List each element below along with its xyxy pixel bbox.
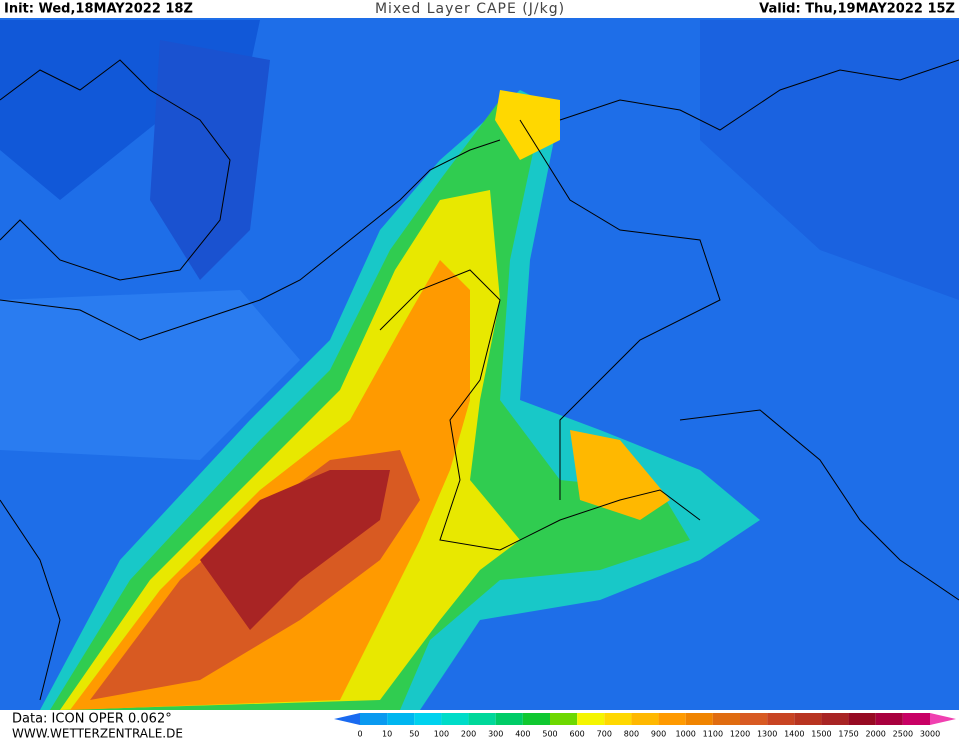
scale-label: 1000 <box>676 730 696 739</box>
scale-label: 1300 <box>757 730 777 739</box>
scale-label: 1100 <box>703 730 723 739</box>
scale-segment <box>522 713 550 725</box>
scale-segment <box>360 713 388 725</box>
scale-label: 2500 <box>893 730 913 739</box>
map-title: Mixed Layer CAPE (J/kg) <box>375 1 565 17</box>
init-time: Init: Wed,18MAY2022 18Z <box>4 2 193 17</box>
scale-segment <box>441 713 469 725</box>
scale-label: 0 <box>357 730 362 739</box>
scale-label: 400 <box>515 730 530 739</box>
color-scale: 0 10 50 100 200 300 400 500 600 700 800 900 1000 1100… <box>334 713 956 739</box>
scale-segment <box>495 713 523 725</box>
scale-segment <box>875 713 903 725</box>
scale-segment <box>767 713 795 725</box>
scale-label: 50 <box>409 730 419 739</box>
scale-segment <box>821 713 849 725</box>
scale-segment <box>577 713 605 725</box>
scale-segment <box>740 713 768 725</box>
over-arrow <box>930 713 956 725</box>
scale-label: 300 <box>488 730 503 739</box>
scale-label: 900 <box>651 730 666 739</box>
scale-segment <box>658 713 686 725</box>
valid-time: Valid: Thu,19MAY2022 15Z <box>759 2 955 17</box>
data-source: Data: ICON OPER 0.062° <box>12 712 172 727</box>
scale-segment <box>468 713 496 725</box>
scale-label: 100 <box>434 730 449 739</box>
scale-label: 3000 <box>920 730 940 739</box>
scale-segment <box>848 713 876 725</box>
scale-segment <box>902 713 930 725</box>
scale-label: 2000 <box>866 730 886 739</box>
scale-label: 700 <box>597 730 612 739</box>
scale-label: 200 <box>461 730 476 739</box>
scale-segment <box>414 713 442 725</box>
scale-label: 1750 <box>838 730 858 739</box>
scale-segment <box>550 713 578 725</box>
scale-segment <box>604 713 632 725</box>
scale-label: 1500 <box>811 730 831 739</box>
scale-segment <box>794 713 822 725</box>
scale-label: 800 <box>624 730 639 739</box>
scale-segment <box>712 713 740 725</box>
site-name: WWW.WETTERZENTRALE.DE <box>12 727 183 741</box>
scale-segment <box>387 713 415 725</box>
scale-label: 10 <box>382 730 392 739</box>
scale-segment <box>685 713 713 725</box>
map <box>0 18 959 710</box>
scale-label: 1400 <box>784 730 804 739</box>
scale-segment <box>631 713 659 725</box>
scale-label: 500 <box>542 730 557 739</box>
under-arrow <box>334 713 360 725</box>
scale-label: 1200 <box>730 730 750 739</box>
scale-label: 600 <box>570 730 585 739</box>
